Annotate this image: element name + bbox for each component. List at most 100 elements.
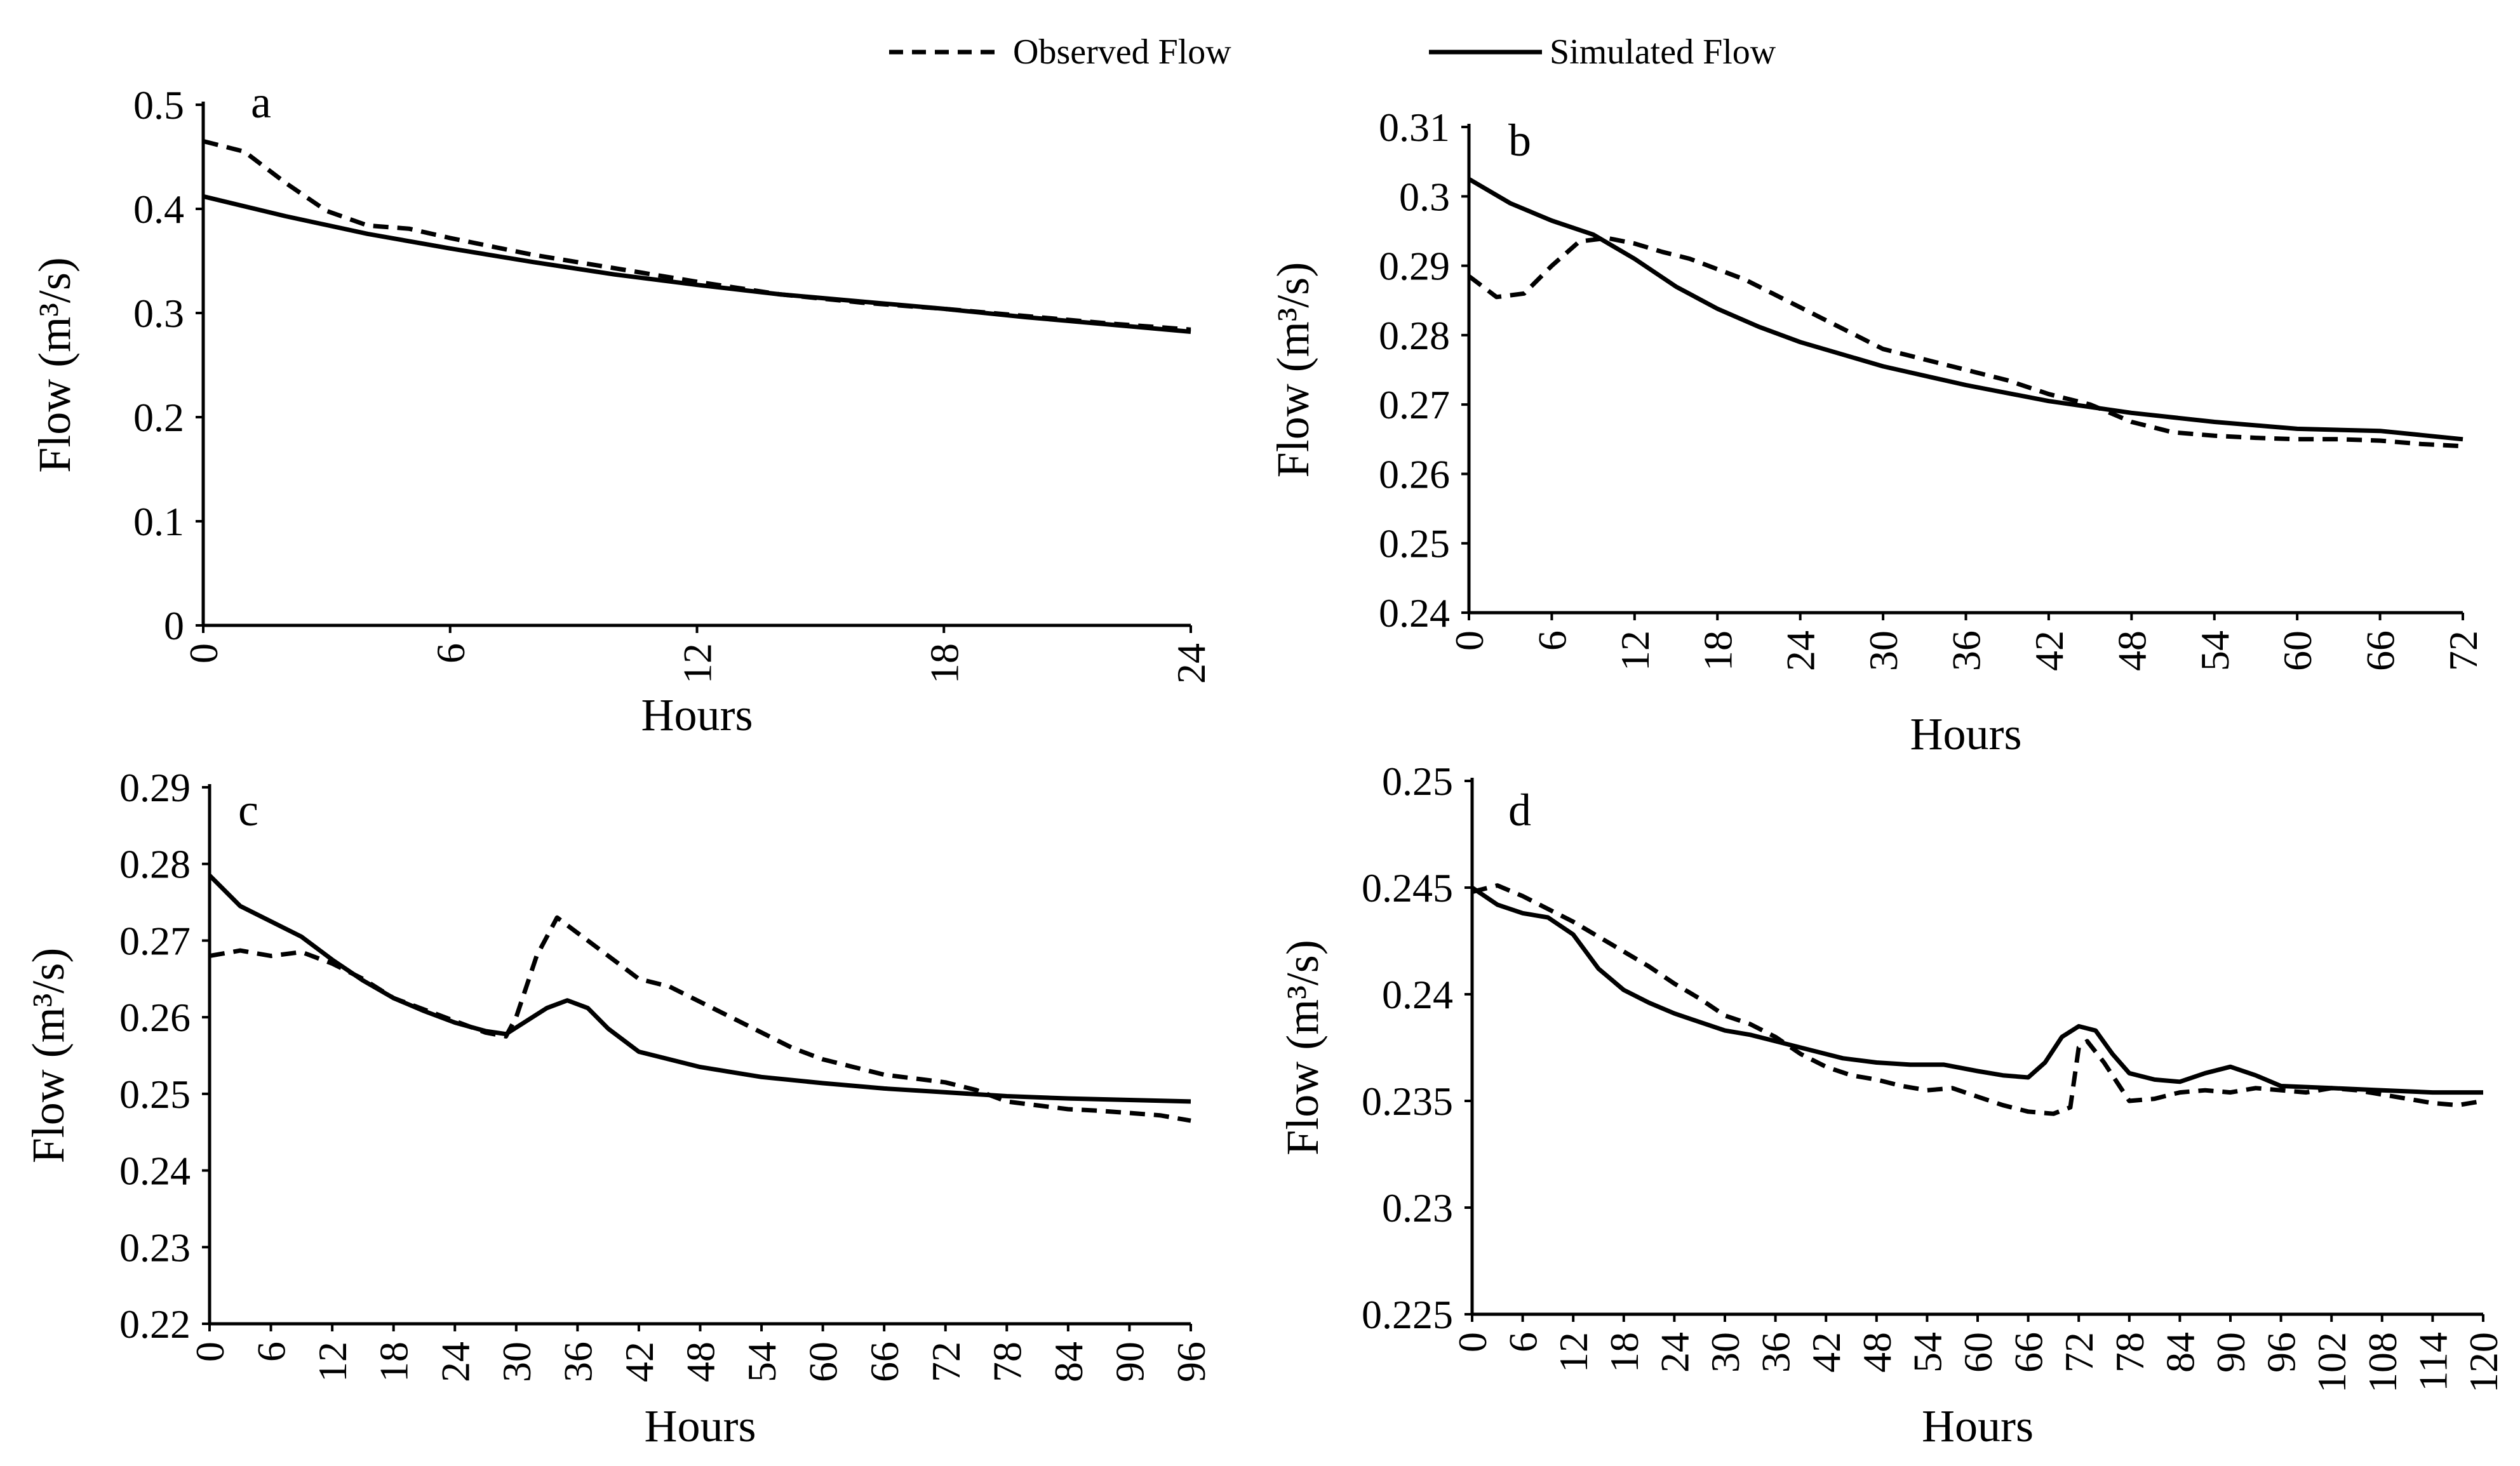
panel-d-x-tick-label: 66 — [2006, 1332, 2051, 1373]
panel-c-x-tick-label: 78 — [984, 1342, 1029, 1382]
panel-c-x-tick-label: 24 — [432, 1342, 478, 1382]
panel-b-y-axis-title: Flow (m³/s) — [1268, 262, 1318, 478]
panel-b-x-tick-label: 60 — [2275, 630, 2320, 671]
panel-b-x-tick-label: 72 — [2441, 630, 2486, 671]
panel-b-x-axis-title: Hours — [1910, 709, 2022, 759]
legend: Observed Flow Simulated Flow — [889, 32, 1776, 72]
panel-c-x-tick-label: 60 — [801, 1342, 846, 1382]
panel-b-y-tick-label: 0.27 — [1379, 382, 1450, 427]
panel-a-y-tick-label: 0 — [164, 603, 184, 648]
panel-d-x-tick-label: 18 — [1602, 1332, 1647, 1373]
panel-b-x-tick-label: 0 — [1447, 630, 1492, 651]
panel-b-x-tick-label: 30 — [1861, 630, 1906, 671]
panel-d-x-tick-label: 120 — [2461, 1332, 2506, 1393]
panel-d-y-tick-label: 0.23 — [1382, 1185, 1453, 1230]
panel-d-x-tick-label: 72 — [2056, 1332, 2101, 1373]
panel-d-y-tick-label: 0.25 — [1382, 759, 1453, 804]
panel-d-y-tick-label: 0.24 — [1382, 972, 1453, 1017]
panel-d-y-tick-label: 0.235 — [1362, 1079, 1453, 1124]
panel-a-x-tick-label: 0 — [181, 643, 226, 663]
panel-d-x-tick-label: 96 — [2259, 1332, 2304, 1373]
panel-c-y-tick-label: 0.25 — [119, 1072, 191, 1117]
panel-b-y-tick-label: 0.28 — [1379, 313, 1450, 358]
panel-b-y-tick-label: 0.29 — [1379, 244, 1450, 289]
panel-a-x-tick-label: 18 — [922, 643, 967, 684]
panel-d-simulated-flow-line — [1471, 886, 2483, 1095]
panel-c-x-tick-label: 18 — [372, 1342, 417, 1382]
panel-b-x-tick-label: 24 — [1778, 630, 1823, 671]
panel-a-y-tick-label: 0.1 — [133, 499, 184, 544]
panel-a-y-tick-label: 0.5 — [133, 83, 184, 128]
panel-c-x-tick-label: 36 — [555, 1342, 600, 1382]
panel-b-simulated-flow-line — [1468, 177, 2463, 442]
panel-d-x-tick-label: 114 — [2410, 1332, 2455, 1392]
panel-d-observed-flow-line — [1471, 883, 2484, 1116]
panel-b-observed-flow-line — [1467, 236, 2463, 449]
panel-c-x-tick-label: 6 — [249, 1342, 294, 1362]
panel-a-chart: 0 0.1 0.2 0.3 0.4 0.5 0 6 12 18 24 Hours Flow (m³/s)… — [29, 77, 1214, 740]
panel-c-chart: 0.22 0.23 0.24 0.25 0.26 0.27 0.28 0.29 0 6 12 18 24… — [23, 765, 1214, 1451]
panel-b-y-tick-label: 0.24 — [1379, 590, 1450, 636]
panel-c-x-axis-title: Hours — [645, 1401, 756, 1451]
panel-d-x-tick-label: 90 — [2208, 1332, 2253, 1373]
panel-c-y-tick-label: 0.29 — [119, 765, 191, 810]
panel-d-x-tick-label: 108 — [2360, 1332, 2405, 1393]
panel-c-x-tick-label: 42 — [617, 1342, 662, 1382]
panel-d-x-tick-label: 42 — [1804, 1332, 1849, 1373]
panel-c-x-tick-label: 54 — [739, 1342, 784, 1382]
panel-d-x-tick-label: 102 — [2309, 1332, 2354, 1393]
panel-a-simulated-flow-line — [203, 194, 1191, 334]
panel-c-y-tick-label: 0.24 — [119, 1149, 191, 1194]
panel-d-panel-letter: d — [1508, 785, 1531, 836]
panel-c-y-tick-label: 0.28 — [119, 842, 191, 887]
panel-b-chart: 0.24 0.25 0.26 0.27 0.28 0.29 0.3 0.31 0 6 12 18 24 3… — [1268, 105, 2486, 759]
panel-b-x-tick-label: 42 — [2027, 630, 2072, 671]
panel-c-y-tick-label: 0.27 — [119, 918, 191, 963]
panel-d-x-tick-label: 84 — [2157, 1332, 2202, 1373]
panel-a-x-tick-label: 6 — [428, 643, 473, 663]
panel-c-x-tick-label: 96 — [1169, 1342, 1214, 1382]
panel-b-x-tick-label: 6 — [1529, 630, 1574, 651]
panel-c-x-tick-label: 90 — [1107, 1342, 1152, 1382]
panel-a-x-tick-label: 12 — [675, 643, 720, 684]
panel-a-panel-letter: a — [251, 77, 271, 128]
panel-a-x-axis-title: Hours — [641, 690, 753, 740]
panel-c-x-tick-label: 48 — [678, 1342, 723, 1382]
panel-c-x-tick-label: 30 — [494, 1342, 539, 1382]
panel-b-x-tick-label: 66 — [2358, 630, 2403, 671]
panel-d-y-tick-label: 0.245 — [1362, 865, 1453, 910]
panel-c-x-tick-label: 12 — [310, 1342, 355, 1382]
panel-c-y-tick-label: 0.22 — [119, 1302, 191, 1347]
panel-b-x-tick-label: 18 — [1695, 630, 1740, 671]
panel-d-y-tick-label: 0.225 — [1362, 1292, 1453, 1337]
panel-c-x-tick-label: 66 — [862, 1342, 907, 1382]
panel-a-x-tick-label: 24 — [1169, 643, 1214, 684]
panel-c-x-tick-label: 84 — [1046, 1342, 1091, 1382]
panel-b-y-tick-label: 0.25 — [1379, 521, 1450, 566]
panel-d-x-tick-label: 60 — [1955, 1332, 2001, 1373]
panel-c-simulated-flow-line — [208, 874, 1191, 1104]
panel-d-x-tick-label: 24 — [1652, 1332, 1697, 1373]
panel-a-y-tick-label: 0.4 — [133, 187, 184, 232]
panel-a-y-tick-label: 0.2 — [133, 395, 184, 440]
panel-c-panel-letter: c — [238, 785, 258, 836]
panel-c-y-axis-title: Flow (m³/s) — [23, 948, 74, 1164]
panel-b-x-tick-label: 12 — [1612, 630, 1658, 671]
panel-c-observed-flow-line — [209, 915, 1191, 1123]
panel-b-panel-letter: b — [1508, 115, 1531, 166]
panel-b-y-tick-label: 0.26 — [1379, 451, 1450, 496]
panel-b-y-tick-label: 0.3 — [1399, 174, 1450, 219]
panel-d-x-tick-label: 36 — [1753, 1332, 1799, 1373]
legend-simulated-label: Simulated Flow — [1550, 32, 1776, 72]
panel-a-y-axis-title: Flow (m³/s) — [29, 257, 80, 473]
panel-b-x-tick-label: 36 — [1944, 630, 1989, 671]
panel-d-x-tick-label: 54 — [1905, 1332, 1950, 1373]
panel-d-x-tick-label: 48 — [1854, 1332, 1900, 1373]
legend-observed-label: Observed Flow — [1013, 32, 1231, 72]
panel-c-y-tick-label: 0.26 — [119, 995, 191, 1040]
panel-d-x-axis-title: Hours — [1922, 1401, 2034, 1451]
panel-c-y-tick-label: 0.23 — [119, 1225, 191, 1270]
panel-d-x-tick-label: 0 — [1450, 1332, 1495, 1352]
